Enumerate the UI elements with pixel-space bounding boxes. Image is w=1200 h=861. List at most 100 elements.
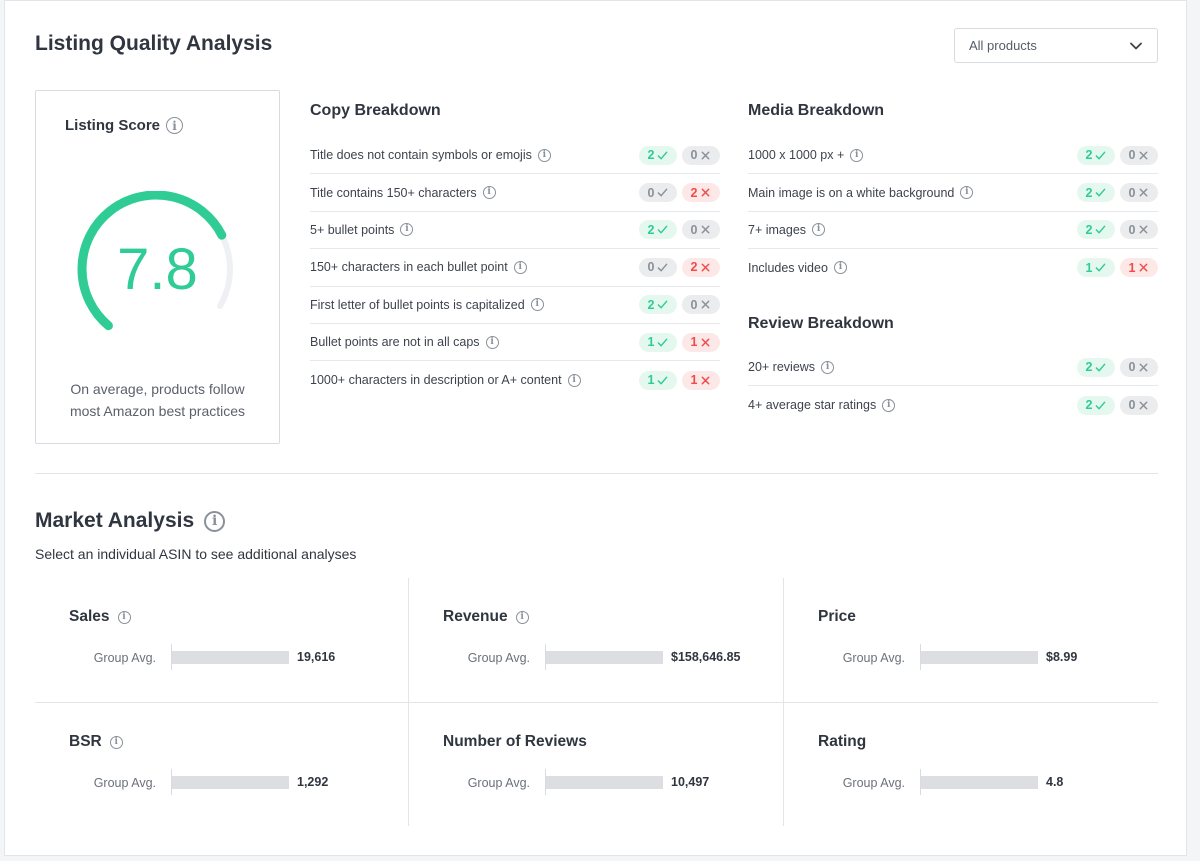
info-icon[interactable]: i [960,186,974,200]
score-gauge [77,191,233,331]
check-icon [1096,226,1106,234]
note-line: most Amazon best practices [69,403,246,419]
pass-count: 0 [647,185,655,200]
fail-count: 0 [1128,148,1136,163]
market-analysis-title: Market Analysis i [35,509,226,533]
fail-count-badge: 0 [1120,395,1158,415]
metric-bar-label: Group Avg. [842,776,905,790]
info-icon[interactable]: i [882,398,896,412]
criterion-label: Includes video i [748,261,1077,275]
metric-title: BSR i [69,733,123,751]
pass-count: 2 [1085,222,1093,237]
info-icon[interactable]: i [537,148,551,162]
metric-bar-row: Group Avg. $8.99 [784,644,1158,670]
fail-count-badge: 0 [682,295,720,315]
info-icon[interactable]: i [821,360,835,374]
media-breakdown-list: 1000 x 1000 px + i 2 0 Main image is on a wh… [748,137,1158,287]
info-icon[interactable]: i [513,260,527,274]
pass-count: 2 [647,222,655,237]
metric-title-text: BSR [69,733,102,750]
copy-breakdown-title: Copy Breakdown [310,102,441,119]
metric-bar [546,651,663,664]
info-icon[interactable]: i [812,223,826,237]
x-icon [702,376,710,384]
pass-count-badge: 2 [1077,395,1115,415]
info-icon[interactable]: i [567,373,581,387]
fail-count-badge: 0 [682,220,720,240]
check-icon [658,226,668,234]
criterion-row: 5+ bullet points i 2 0 [310,212,720,250]
metric-value: $8.99 [1046,650,1078,664]
pass-count-badge: 2 [1077,145,1115,165]
criterion-text: Main image is on a white background [748,185,955,200]
info-icon[interactable]: i [850,148,864,162]
fail-count: 0 [1128,222,1136,237]
metric-tile: Number of Reviews Group Avg. 10,497 [409,703,783,827]
fail-count-badge: 0 [1120,220,1158,240]
metric-axis [545,644,546,670]
metric-axis [920,644,921,670]
metric-value: 4.8 [1046,775,1064,789]
metric-title: Price [818,608,856,626]
metric-bar-label: Group Avg. [93,776,156,790]
check-icon [1096,401,1106,410]
gauge-fill [77,191,227,331]
pass-count-badge: 2 [639,295,677,315]
media-breakdown-title: Media Breakdown [748,102,885,119]
criterion-label: Main image is on a white background i [748,186,1077,200]
x-icon [1140,263,1148,272]
info-icon[interactable]: i [204,510,226,532]
criterion-label: First letter of bullet points is capital… [310,298,639,312]
info-icon[interactable]: i [117,610,131,624]
review-breakdown-list: 20+ reviews i 2 0 4+ average star ratings i 2 0 [748,349,1158,424]
metric-value: 19,616 [297,650,336,664]
fail-count: 2 [690,260,698,275]
metric-value: 10,497 [671,775,710,789]
fail-count-badge: 0 [1120,183,1158,203]
x-icon [1140,188,1148,197]
metric-axis [171,769,172,795]
info-icon[interactable]: i [515,610,529,624]
fail-count: 1 [690,373,698,388]
metric-bar-row: Group Avg. 19,616 [35,644,409,670]
check-icon [1096,188,1106,197]
pass-count: 0 [647,260,655,275]
criterion-label: Bullet points are not in all caps i [310,335,639,349]
info-icon[interactable]: i [485,335,499,349]
pass-count: 2 [1085,148,1093,163]
info-icon[interactable]: i [109,735,123,749]
info-icon[interactable]: i [400,223,414,237]
metric-title-text: Price [818,608,856,625]
info-icon[interactable]: i [482,186,496,200]
pass-count-badge: 2 [639,220,677,240]
criterion-label: Title contains 150+ characters i [310,186,639,200]
x-icon [1140,151,1148,160]
pass-count: 1 [647,335,655,350]
criterion-text: First letter of bullet points is capital… [310,297,525,312]
pass-count: 2 [1085,398,1093,413]
criterion-text: 5+ bullet points [310,222,395,237]
metric-bar [921,776,1038,789]
criterion-row: 1000 x 1000 px + i 2 0 [748,137,1158,175]
info-icon[interactable]: i [166,117,184,134]
criterion-text: 4+ average star ratings [748,398,877,413]
fail-count: 2 [690,185,698,200]
criterion-label: 1000+ characters in description or A+ co… [310,373,639,387]
fail-count-badge: 0 [1120,145,1158,165]
criterion-row: First letter of bullet points is capital… [310,287,720,324]
listing-score-title: Listing Score i [65,117,184,134]
criterion-row: Includes video i 1 1 [748,249,1158,286]
info-icon[interactable]: i [833,261,847,275]
product-filter-dropdown[interactable]: All products [954,28,1158,63]
fail-count: 0 [690,148,698,163]
metric-axis [545,769,546,795]
fail-count: 0 [690,222,698,237]
pass-count-badge: 2 [1077,220,1115,240]
check-icon [1096,363,1106,372]
listing-quality-title: Listing Quality Analysis [35,32,273,55]
info-icon[interactable]: i [530,298,544,312]
